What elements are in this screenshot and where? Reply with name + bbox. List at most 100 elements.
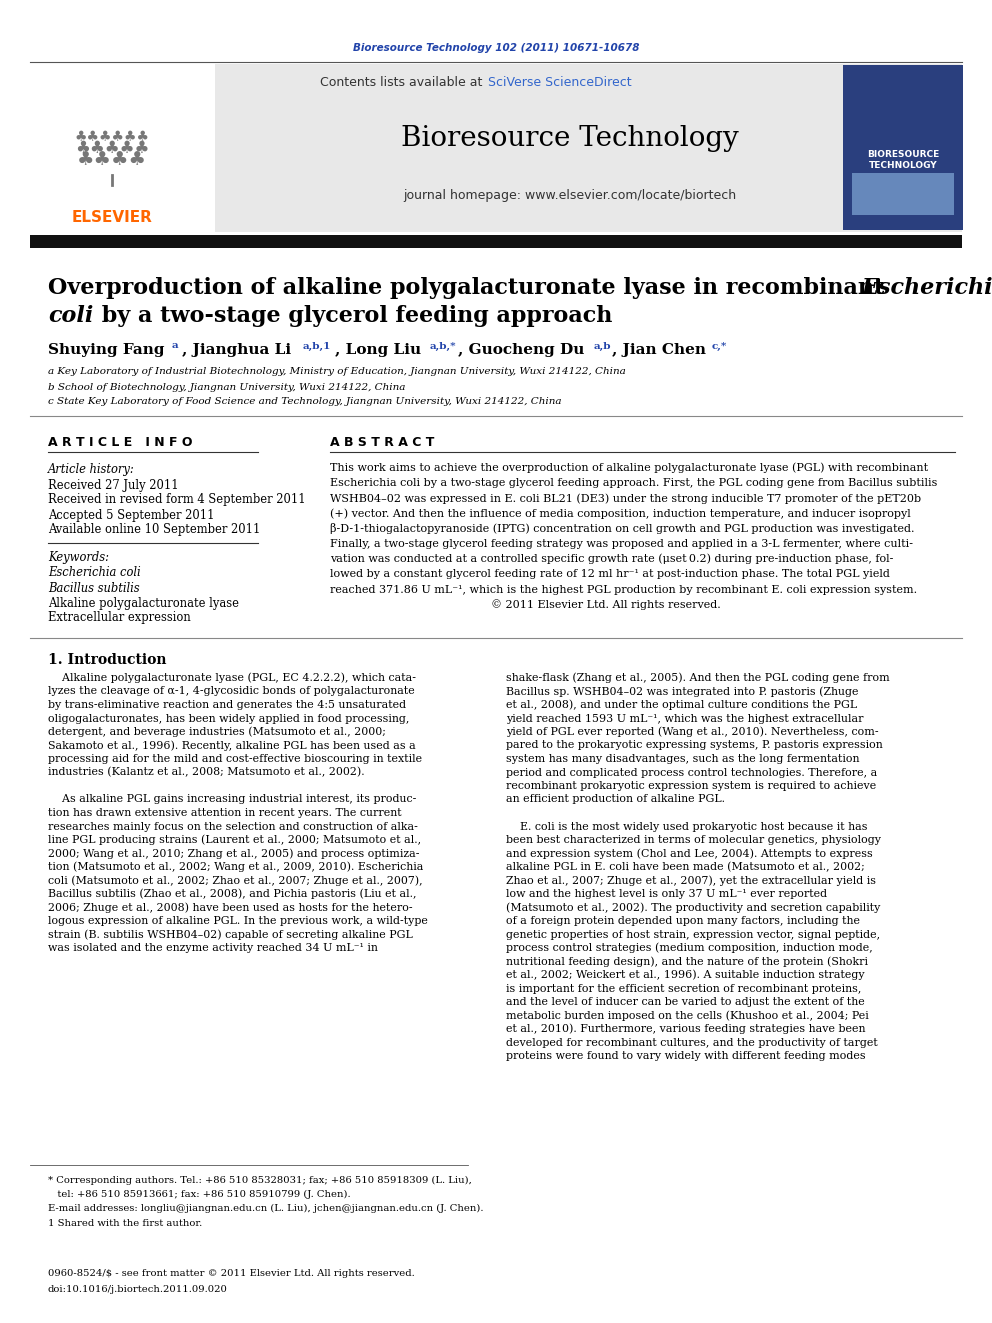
Text: E-mail addresses: longliu@jiangnan.edu.cn (L. Liu), jchen@jiangnan.edu.cn (J. Ch: E-mail addresses: longliu@jiangnan.edu.c… xyxy=(48,1204,483,1213)
Text: by trans-eliminative reaction and generates the 4:5 unsaturated: by trans-eliminative reaction and genera… xyxy=(48,700,406,710)
Text: genetic properties of host strain, expression vector, signal peptide,: genetic properties of host strain, expre… xyxy=(506,930,880,939)
Text: vation was conducted at a controlled specific growth rate (μset 0.2) during pre-: vation was conducted at a controlled spe… xyxy=(330,554,894,565)
Text: , Jianghua Li: , Jianghua Li xyxy=(182,343,291,357)
Text: 1 Shared with the first author.: 1 Shared with the first author. xyxy=(48,1220,202,1229)
Text: 2000; Wang et al., 2010; Zhang et al., 2005) and process optimiza-: 2000; Wang et al., 2010; Zhang et al., 2… xyxy=(48,848,420,859)
Text: et al., 2002; Weickert et al., 1996). A suitable induction strategy: et al., 2002; Weickert et al., 1996). A … xyxy=(506,970,865,980)
Text: , Long Liu: , Long Liu xyxy=(335,343,422,357)
Text: industries (Kalantz et al., 2008; Matsumoto et al., 2002).: industries (Kalantz et al., 2008; Matsum… xyxy=(48,767,365,778)
Text: yield of PGL ever reported (Wang et al., 2010). Nevertheless, com-: yield of PGL ever reported (Wang et al.,… xyxy=(506,726,879,737)
Text: oligogalacturonates, has been widely applied in food processing,: oligogalacturonates, has been widely app… xyxy=(48,713,410,724)
Text: doi:10.1016/j.biortech.2011.09.020: doi:10.1016/j.biortech.2011.09.020 xyxy=(48,1285,228,1294)
Text: A R T I C L E   I N F O: A R T I C L E I N F O xyxy=(48,435,192,448)
Bar xyxy=(30,235,962,247)
Text: , Jian Chen: , Jian Chen xyxy=(612,343,706,357)
Text: Received 27 July 2011: Received 27 July 2011 xyxy=(48,479,179,492)
Text: Zhao et al., 2007; Zhuge et al., 2007), yet the extracellular yield is: Zhao et al., 2007; Zhuge et al., 2007), … xyxy=(506,876,876,886)
Text: Overproduction of alkaline polygalacturonate lyase in recombinant: Overproduction of alkaline polygalacturo… xyxy=(48,277,892,299)
Text: shake-flask (Zhang et al., 2005). And then the PGL coding gene from: shake-flask (Zhang et al., 2005). And th… xyxy=(506,672,890,683)
Text: Bacillus subtilis: Bacillus subtilis xyxy=(48,582,140,594)
Text: and the level of inducer can be varied to adjust the extent of the: and the level of inducer can be varied t… xyxy=(506,998,865,1007)
Text: This work aims to achieve the overproduction of alkaline polygalacturonate lyase: This work aims to achieve the overproduc… xyxy=(330,463,929,474)
Text: pared to the prokaryotic expressing systems, P. pastoris expression: pared to the prokaryotic expressing syst… xyxy=(506,741,883,750)
Text: © 2011 Elsevier Ltd. All rights reserved.: © 2011 Elsevier Ltd. All rights reserved… xyxy=(330,599,721,610)
Text: by a two-stage glycerol feeding approach: by a two-stage glycerol feeding approach xyxy=(94,306,612,327)
Text: system has many disadvantages, such as the long fermentation: system has many disadvantages, such as t… xyxy=(506,754,859,763)
Text: logous expression of alkaline PGL. In the previous work, a wild-type: logous expression of alkaline PGL. In th… xyxy=(48,916,428,926)
Text: Bacillus sp. WSHB04–02 was integrated into P. pastoris (Zhuge: Bacillus sp. WSHB04–02 was integrated in… xyxy=(506,687,858,697)
Text: Finally, a two-stage glycerol feeding strategy was proposed and applied in a 3-L: Finally, a two-stage glycerol feeding st… xyxy=(330,538,913,549)
Text: A B S T R A C T: A B S T R A C T xyxy=(330,435,434,448)
Text: SciVerse ScienceDirect: SciVerse ScienceDirect xyxy=(488,75,632,89)
Text: reached 371.86 U mL⁻¹, which is the highest PGL production by recombinant E. col: reached 371.86 U mL⁻¹, which is the high… xyxy=(330,585,918,594)
Text: (+) vector. And then the influence of media composition, induction temperature, : (+) vector. And then the influence of me… xyxy=(330,508,911,519)
Text: ELSEVIER: ELSEVIER xyxy=(71,210,153,225)
Text: Received in revised form 4 September 2011: Received in revised form 4 September 201… xyxy=(48,493,306,507)
Text: recombinant prokaryotic expression system is required to achieve: recombinant prokaryotic expression syste… xyxy=(506,781,876,791)
Text: Escherichia coli by a two-stage glycerol feeding approach. First, the PGL coding: Escherichia coli by a two-stage glycerol… xyxy=(330,478,937,488)
Text: lowed by a constant glycerol feeding rate of 12 ml hr⁻¹ at post-induction phase.: lowed by a constant glycerol feeding rat… xyxy=(330,569,890,579)
Text: process control strategies (medium composition, induction mode,: process control strategies (medium compo… xyxy=(506,943,873,954)
Text: BIORESOURCE
TECHNOLOGY: BIORESOURCE TECHNOLOGY xyxy=(867,149,939,171)
Text: ♣♣♣♣♣: ♣♣♣♣♣ xyxy=(74,139,149,157)
Text: of a foreign protein depended upon many factors, including the: of a foreign protein depended upon many … xyxy=(506,916,860,926)
Text: nutritional feeding design), and the nature of the protein (Shokri: nutritional feeding design), and the nat… xyxy=(506,957,868,967)
Bar xyxy=(852,173,954,216)
Text: Contents lists available at: Contents lists available at xyxy=(319,75,486,89)
Text: lyzes the cleavage of α-1, 4-glycosidic bonds of polygalacturonate: lyzes the cleavage of α-1, 4-glycosidic … xyxy=(48,687,415,696)
Text: low and the highest level is only 37 U mL⁻¹ ever reported: low and the highest level is only 37 U m… xyxy=(506,889,827,900)
Text: an efficient production of alkaline PGL.: an efficient production of alkaline PGL. xyxy=(506,795,725,804)
Text: E. coli is the most widely used prokaryotic host because it has: E. coli is the most widely used prokaryo… xyxy=(506,822,867,831)
Text: Article history:: Article history: xyxy=(48,463,135,476)
Text: , Guocheng Du: , Guocheng Du xyxy=(458,343,584,357)
Text: ♣♣♣♣: ♣♣♣♣ xyxy=(77,151,147,169)
Text: Escherichia: Escherichia xyxy=(862,277,992,299)
Text: a Key Laboratory of Industrial Biotechnology, Ministry of Education, Jiangnan Un: a Key Laboratory of Industrial Biotechno… xyxy=(48,368,626,377)
Bar xyxy=(843,65,963,230)
Text: yield reached 1593 U mL⁻¹, which was the highest extracellular: yield reached 1593 U mL⁻¹, which was the… xyxy=(506,713,863,724)
Text: alkaline PGL in E. coli have been made (Matsumoto et al., 2002;: alkaline PGL in E. coli have been made (… xyxy=(506,861,865,872)
Text: Extracellular expression: Extracellular expression xyxy=(48,611,190,624)
Text: a,b,*: a,b,* xyxy=(430,341,456,351)
Text: line PGL producing strains (Laurent et al., 2000; Matsumoto et al.,: line PGL producing strains (Laurent et a… xyxy=(48,835,422,845)
Text: Sakamoto et al., 1996). Recently, alkaline PGL has been used as a: Sakamoto et al., 1996). Recently, alkali… xyxy=(48,741,416,750)
Text: was isolated and the enzyme activity reached 34 U mL⁻¹ in: was isolated and the enzyme activity rea… xyxy=(48,943,378,953)
Text: Bioresource Technology: Bioresource Technology xyxy=(401,124,739,152)
Text: and expression system (Chol and Lee, 2004). Attempts to express: and expression system (Chol and Lee, 200… xyxy=(506,848,873,859)
Text: coli: coli xyxy=(48,306,93,327)
Text: Alkaline polygalacturonate lyase: Alkaline polygalacturonate lyase xyxy=(48,597,239,610)
Text: strain (B. subtilis WSHB04–02) capable of secreting alkaline PGL: strain (B. subtilis WSHB04–02) capable o… xyxy=(48,929,413,939)
Text: c,*: c,* xyxy=(712,341,727,351)
Text: processing aid for the mild and cost-effective bioscouring in textile: processing aid for the mild and cost-eff… xyxy=(48,754,423,763)
Text: (Matsumoto et al., 2002). The productivity and secretion capability: (Matsumoto et al., 2002). The productivi… xyxy=(506,902,880,913)
Text: Alkaline polygalacturonate lyase (PGL, EC 4.2.2.2), which cata-: Alkaline polygalacturonate lyase (PGL, E… xyxy=(48,672,416,683)
Text: developed for recombinant cultures, and the productivity of target: developed for recombinant cultures, and … xyxy=(506,1037,878,1048)
Text: β-D-1-thiogalactopyranoside (IPTG) concentration on cell growth and PGL producti: β-D-1-thiogalactopyranoside (IPTG) conce… xyxy=(330,524,915,534)
Text: ♣♣♣♣♣♣: ♣♣♣♣♣♣ xyxy=(74,130,150,144)
Text: journal homepage: www.elsevier.com/locate/biortech: journal homepage: www.elsevier.com/locat… xyxy=(404,188,737,201)
Text: a: a xyxy=(172,341,179,351)
Text: et al., 2010). Furthermore, various feeding strategies have been: et al., 2010). Furthermore, various feed… xyxy=(506,1024,865,1035)
Text: is important for the efficient secretion of recombinant proteins,: is important for the efficient secretion… xyxy=(506,983,861,994)
Text: * Corresponding authors. Tel.: +86 510 85328031; fax; +86 510 85918309 (L. Liu),: * Corresponding authors. Tel.: +86 510 8… xyxy=(48,1175,472,1184)
Text: 2006; Zhuge et al., 2008) have been used as hosts for the hetero-: 2006; Zhuge et al., 2008) have been used… xyxy=(48,902,413,913)
Text: researches mainly focus on the selection and construction of alka-: researches mainly focus on the selection… xyxy=(48,822,418,831)
Bar xyxy=(30,64,215,232)
Text: et al., 2008), and under the optimal culture conditions the PGL: et al., 2008), and under the optimal cul… xyxy=(506,700,857,710)
Text: tion has drawn extensive attention in recent years. The current: tion has drawn extensive attention in re… xyxy=(48,808,402,818)
Text: tel: +86 510 85913661; fax: +86 510 85910799 (J. Chen).: tel: +86 510 85913661; fax: +86 510 8591… xyxy=(48,1189,350,1199)
Text: metabolic burden imposed on the cells (Khushoo et al., 2004; Pei: metabolic burden imposed on the cells (K… xyxy=(506,1011,869,1021)
Text: been best characterized in terms of molecular genetics, physiology: been best characterized in terms of mole… xyxy=(506,835,881,845)
Text: Escherichia coli: Escherichia coli xyxy=(48,566,141,579)
Text: Keywords:: Keywords: xyxy=(48,552,109,565)
Bar xyxy=(30,64,962,232)
Text: detergent, and beverage industries (Matsumoto et al., 2000;: detergent, and beverage industries (Mats… xyxy=(48,726,386,737)
Text: Accepted 5 September 2011: Accepted 5 September 2011 xyxy=(48,508,214,521)
Text: tion (Matsumoto et al., 2002; Wang et al., 2009, 2010). Escherichia: tion (Matsumoto et al., 2002; Wang et al… xyxy=(48,861,424,872)
Text: coli (Matsumoto et al., 2002; Zhao et al., 2007; Zhuge et al., 2007),: coli (Matsumoto et al., 2002; Zhao et al… xyxy=(48,876,423,886)
Text: 1. Introduction: 1. Introduction xyxy=(48,654,167,667)
Text: period and complicated process control technologies. Therefore, a: period and complicated process control t… xyxy=(506,767,877,778)
Text: Shuying Fang: Shuying Fang xyxy=(48,343,165,357)
Text: Available online 10 September 2011: Available online 10 September 2011 xyxy=(48,524,260,537)
Text: b School of Biotechnology, Jiangnan University, Wuxi 214122, China: b School of Biotechnology, Jiangnan Univ… xyxy=(48,382,406,392)
